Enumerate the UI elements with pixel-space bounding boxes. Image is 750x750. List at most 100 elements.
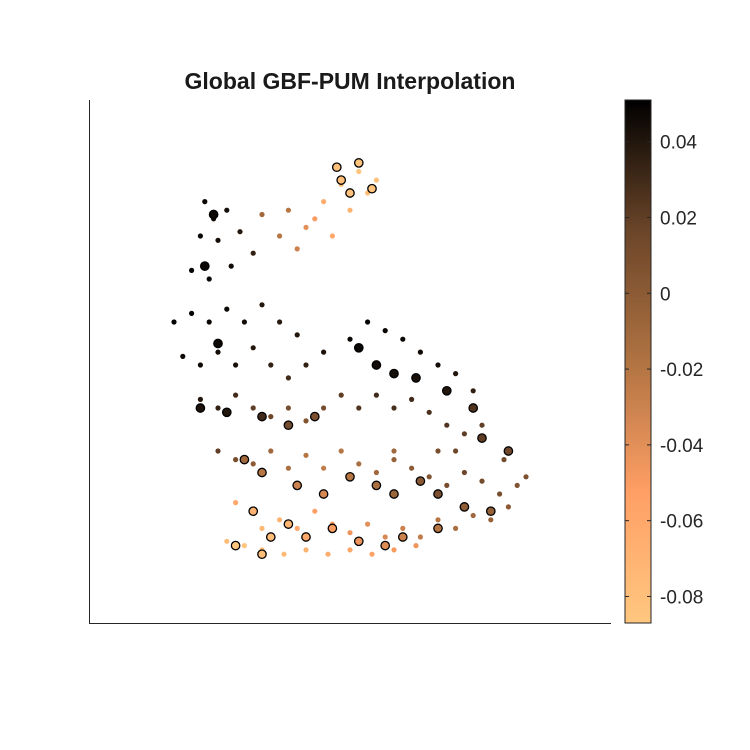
center-node-marker <box>353 342 364 353</box>
data-point <box>479 422 485 428</box>
data-point <box>373 392 379 398</box>
center-node-marker <box>380 540 391 551</box>
data-point <box>514 482 520 488</box>
data-point <box>444 422 450 428</box>
center-node-marker <box>301 532 311 542</box>
data-point <box>285 375 291 381</box>
data-point <box>294 332 300 338</box>
colorbar-tick-label: -0.08 <box>660 588 703 609</box>
data-point <box>250 461 256 467</box>
data-point <box>294 246 300 252</box>
data-point <box>250 405 256 411</box>
data-point <box>382 328 388 334</box>
data-point <box>303 452 309 458</box>
data-point <box>277 233 283 239</box>
center-node-marker <box>248 506 259 517</box>
center-node-marker <box>336 175 347 185</box>
data-point <box>505 504 511 510</box>
data-point <box>285 405 291 411</box>
data-point <box>321 199 327 205</box>
data-point <box>224 207 230 213</box>
data-point <box>312 216 318 222</box>
data-point <box>347 547 353 553</box>
data-point <box>461 469 467 476</box>
data-point <box>373 177 379 183</box>
data-point <box>329 233 335 239</box>
data-point <box>400 525 406 532</box>
data-point <box>285 207 291 213</box>
center-node-marker <box>283 519 294 529</box>
data-point <box>303 547 309 553</box>
data-point <box>391 405 397 411</box>
center-node-marker <box>239 454 250 465</box>
data-point <box>241 543 247 549</box>
data-point <box>321 349 327 355</box>
center-node-marker <box>468 403 479 413</box>
colorbar-gradient <box>624 99 652 624</box>
data-point <box>470 388 476 394</box>
center-node-marker <box>441 385 452 396</box>
data-point <box>197 396 203 402</box>
center-node-marker <box>389 489 399 499</box>
data-point <box>268 362 274 368</box>
center-node-marker <box>415 476 426 486</box>
data-point <box>417 534 423 540</box>
data-point <box>171 319 177 325</box>
data-point <box>312 508 318 514</box>
data-point <box>294 525 300 532</box>
data-point <box>356 405 362 411</box>
data-point <box>197 233 203 239</box>
data-point <box>453 525 459 532</box>
colorbar-ticks: 0.04 0.02 0 -0.02 -0.04 -0.06 -0.08 <box>625 133 704 609</box>
scatter-points <box>171 158 529 560</box>
data-point <box>189 310 195 316</box>
colorbar-tick-label: 0 <box>660 284 671 305</box>
data-point <box>233 500 239 506</box>
data-point <box>479 478 485 484</box>
center-node-marker <box>459 502 470 512</box>
data-point <box>197 362 203 368</box>
data-point <box>373 469 379 476</box>
center-node-marker <box>213 338 223 349</box>
data-point <box>250 345 256 351</box>
center-node-marker <box>283 420 294 431</box>
data-point <box>215 448 221 454</box>
data-point <box>444 482 450 488</box>
data-point <box>338 448 344 454</box>
data-point <box>277 517 283 523</box>
data-point <box>413 543 419 549</box>
center-node-marker <box>257 411 267 422</box>
data-point <box>501 457 507 463</box>
colorbar-tick-label: -0.04 <box>660 436 704 457</box>
data-point <box>325 551 331 557</box>
data-point <box>523 474 529 480</box>
center-node-marker <box>221 407 232 418</box>
center-node-marker <box>345 188 355 198</box>
data-point <box>241 319 247 325</box>
data-point <box>409 396 415 402</box>
center-node-marker <box>371 360 382 370</box>
center-node-marker <box>265 532 276 542</box>
data-point <box>497 491 503 497</box>
center-node-marker <box>331 162 342 173</box>
center-node-marker <box>485 506 496 517</box>
data-point <box>369 551 375 557</box>
data-point <box>426 474 432 480</box>
data-point <box>303 362 309 368</box>
data-point <box>180 353 186 359</box>
chart-title: Global GBF-PUM Interpolation <box>185 68 516 94</box>
center-node-marker <box>327 523 338 534</box>
data-point <box>382 534 388 540</box>
data-point <box>233 457 239 463</box>
data-point <box>453 448 459 454</box>
data-point <box>285 465 291 471</box>
data-point <box>206 276 212 282</box>
data-point <box>268 448 274 454</box>
center-node-marker <box>371 480 382 491</box>
colorbar: 0.04 0.02 0 -0.02 -0.04 -0.06 -0.08 <box>624 99 704 624</box>
center-node-marker <box>411 373 421 383</box>
data-point <box>215 405 221 411</box>
colorbar-tick-label: -0.06 <box>660 512 703 533</box>
data-point <box>215 237 221 243</box>
